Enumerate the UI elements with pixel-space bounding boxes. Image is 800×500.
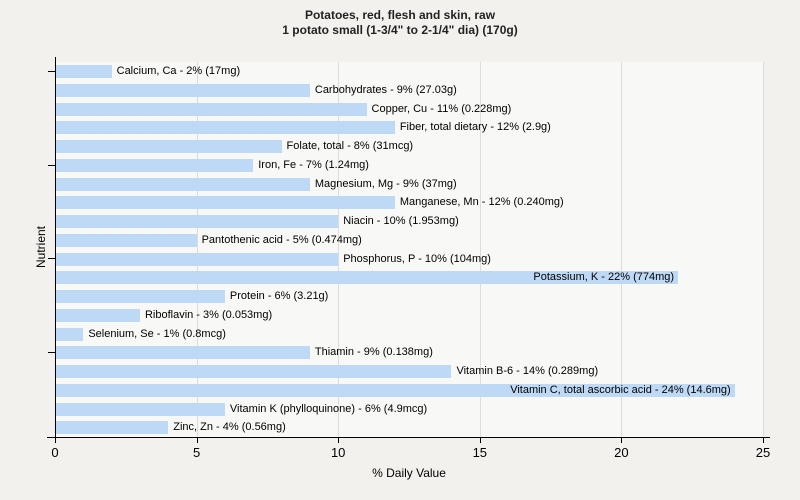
bar	[55, 290, 225, 303]
y-tick	[48, 70, 55, 72]
bar	[55, 383, 735, 397]
chart-title: Potatoes, red, flesh and skin, raw 1 pot…	[0, 8, 800, 38]
bar-row: Riboflavin - 3% (0.053mg)	[55, 306, 763, 325]
bar-row: Vitamin C, total ascorbic acid - 24% (14…	[55, 381, 763, 400]
x-tick-label: 10	[330, 445, 346, 460]
bar	[55, 177, 310, 191]
bar-row: Magnesium, Mg - 9% (37mg)	[55, 175, 763, 194]
chart-title-line1: Potatoes, red, flesh and skin, raw	[304, 8, 496, 22]
bar-label: Copper, Cu - 11% (0.228mg)	[371, 102, 512, 115]
bar	[55, 402, 225, 416]
bar	[55, 252, 339, 266]
bar-row: Protein - 6% (3.21g)	[55, 287, 763, 306]
bar	[55, 271, 679, 285]
bar-label: Zinc, Zn - 4% (0.56mg)	[173, 421, 286, 434]
x-tick-label: 0	[51, 445, 59, 460]
x-tick	[55, 438, 56, 443]
x-axis-title: % Daily Value	[372, 466, 446, 480]
bar-row: Iron, Fe - 7% (1.24mg)	[55, 156, 763, 175]
bar-row: Potassium, K - 22% (774mg)	[55, 268, 763, 287]
bar-label: Potassium, K - 22% (774mg)	[533, 271, 675, 284]
x-tick	[196, 438, 198, 443]
bar-label: Carbohydrates - 9% (27.03g)	[314, 83, 457, 96]
bar-label: Manganese, Mn - 12% (0.240mg)	[399, 196, 564, 209]
bar-label: Fiber, total dietary - 12% (2.9g)	[399, 121, 551, 134]
bar	[55, 233, 197, 247]
bar-label: Calcium, Ca - 2% (17mg)	[116, 65, 241, 77]
plot-area: Calcium, Ca - 2% (17mg) Carbohydrates - 9…	[55, 62, 764, 437]
bar	[55, 83, 310, 97]
gridline	[196, 62, 198, 437]
bar	[55, 121, 395, 135]
bar-row: Manganese, Mn - 12% (0.240mg)	[55, 193, 763, 212]
bar-label: Pantothenic acid - 5% (0.474mg)	[201, 233, 362, 246]
gridline	[479, 62, 481, 437]
x-tick	[479, 438, 481, 443]
x-tick-label: 25	[755, 445, 771, 460]
bar	[55, 102, 367, 116]
gridline	[763, 62, 764, 437]
gridline	[621, 62, 623, 437]
bar-row: Phosphorus, P - 10% (104mg)	[55, 250, 763, 269]
x-tick	[338, 438, 340, 443]
y-tick	[48, 258, 55, 260]
bar-row: Vitamin B-6 - 14% (0.289mg)	[55, 362, 763, 381]
y-tick	[48, 164, 55, 166]
bar-row: Niacin - 10% (1.953mg)	[55, 212, 763, 231]
bar-row: Selenium, Se - 1% (0.8mcg)	[55, 325, 763, 344]
bar-row: Vitamin K (phylloquinone) - 6% (4.9mcg)	[55, 400, 763, 419]
bar	[55, 140, 282, 153]
bar-row: Zinc, Zn - 4% (0.56mg)	[55, 418, 763, 437]
x-tick-label: 5	[192, 445, 201, 460]
bar-label: Thiamin - 9% (0.138mg)	[314, 346, 433, 359]
bar-row: Fiber, total dietary - 12% (2.9g)	[55, 118, 763, 137]
bar-row: Pantothenic acid - 5% (0.474mg)	[55, 231, 763, 250]
bar-label: Riboflavin - 3% (0.053mg)	[144, 308, 273, 321]
bar	[55, 327, 84, 341]
y-axis-title: Nutrient	[34, 225, 48, 269]
bar	[55, 421, 169, 435]
x-tick-label: 20	[614, 445, 629, 460]
x-tick-label: 15	[472, 445, 488, 460]
bar-label: Folate, total - 8% (31mcg)	[286, 140, 414, 152]
bar-row: Calcium, Ca - 2% (17mg)	[55, 62, 763, 81]
bar-label: Vitamin B-6 - 14% (0.289mg)	[456, 365, 599, 377]
bar-label: Vitamin C, total ascorbic acid - 24% (14…	[510, 383, 731, 396]
y-axis-line	[55, 57, 56, 437]
y-tick	[48, 352, 55, 354]
bar	[55, 346, 310, 360]
bar	[55, 215, 339, 228]
bar-label: Phosphorus, P - 10% (104mg)	[343, 252, 491, 265]
bar	[55, 65, 112, 78]
bar	[55, 365, 452, 378]
bar-row: Carbohydrates - 9% (27.03g)	[55, 81, 763, 100]
bar-label: Vitamin K (phylloquinone) - 6% (4.9mcg)	[229, 402, 428, 415]
bar-label: Selenium, Se - 1% (0.8mcg)	[88, 327, 226, 340]
bar-row: Thiamin - 9% (0.138mg)	[55, 343, 763, 362]
bar	[55, 158, 254, 172]
bar-row: Copper, Cu - 11% (0.228mg)	[55, 100, 763, 119]
bar-label: Niacin - 10% (1.953mg)	[343, 215, 459, 227]
x-tick	[621, 438, 623, 443]
x-axis-line	[47, 437, 770, 438]
x-tick	[763, 438, 764, 443]
bar-row: Folate, total - 8% (31mcg)	[55, 137, 763, 156]
bar-label: Iron, Fe - 7% (1.24mg)	[258, 158, 369, 171]
bar-label: Magnesium, Mg - 9% (37mg)	[314, 177, 457, 190]
chart-title-line2: 1 potato small (1-3/4" to 2-1/4" dia) (1…	[282, 23, 518, 37]
bar	[55, 308, 140, 322]
gridline	[338, 62, 340, 437]
bar	[55, 196, 395, 210]
bar-label: Protein - 6% (3.21g)	[229, 290, 329, 302]
